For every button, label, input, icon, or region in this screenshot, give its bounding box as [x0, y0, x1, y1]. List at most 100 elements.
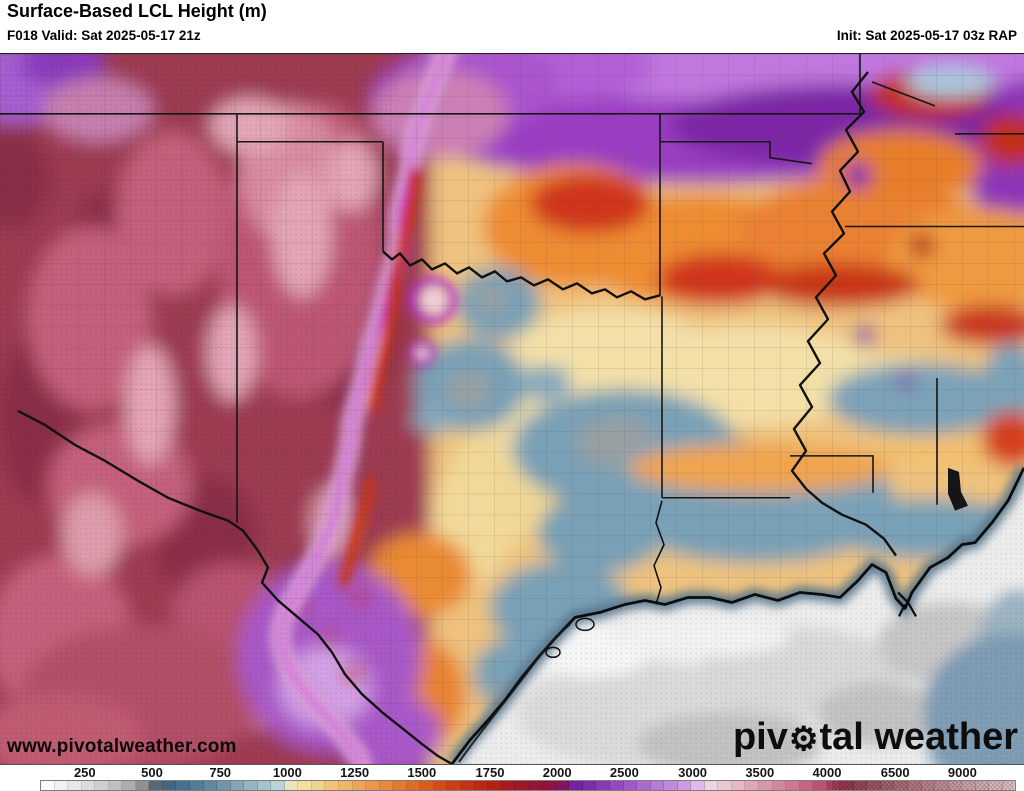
mobile-bay [948, 467, 968, 511]
colorbar-tick-label: 1750 [475, 765, 505, 780]
colorbar-cell [108, 781, 123, 790]
colorbar-cell [677, 781, 692, 790]
colorbar-cell [95, 781, 109, 790]
colorbar-cell [582, 781, 597, 790]
colorbar-cell [1002, 781, 1016, 790]
colorbar-cell [230, 781, 245, 790]
colorbar-cell [921, 781, 936, 790]
colorbar-cell [745, 781, 759, 790]
colorbar-cell [935, 781, 949, 790]
mississippi-river [790, 71, 897, 557]
colorbar-cell [41, 781, 55, 790]
colorbar-tick-label: 2000 [542, 765, 572, 780]
colorbar-tick-label: 1000 [272, 765, 302, 780]
barrier-islands [458, 623, 571, 763]
colorbar-cell [393, 781, 407, 790]
state-borders [0, 54, 1024, 523]
colorbar-cell [826, 781, 841, 790]
colorbar-cell [135, 781, 150, 790]
colorbar-tick-label: 6500 [880, 765, 910, 780]
colorbar-cell [68, 781, 82, 790]
colorbar-cell [433, 781, 448, 790]
colorbar-tick-label: 500 [141, 765, 163, 780]
colorbar-cell [894, 781, 908, 790]
logo-text-right: tal weather [819, 716, 1018, 758]
colorbar-cell [609, 781, 624, 790]
colorbar-tick-label: 2500 [609, 765, 639, 780]
gear-icon: ⚙ [788, 719, 819, 757]
colorbar-cell [758, 781, 773, 790]
rivers [17, 71, 897, 764]
colorbar-cell [596, 781, 610, 790]
colorbar-cell [528, 781, 543, 790]
sabine-river [653, 500, 665, 605]
colorbar-cell [190, 781, 204, 790]
colorbar-cell [637, 781, 651, 790]
coastline [450, 467, 1024, 764]
colorbar-cell [731, 781, 746, 790]
colorbar [40, 780, 1016, 791]
colorbar-tick-label: 1250 [340, 765, 370, 780]
colorbar-cell [975, 781, 990, 790]
mississippi-delta [897, 591, 917, 617]
colorbar-cell [840, 781, 854, 790]
colorbar-cell [515, 781, 529, 790]
pivotal-weather-logo: piv ⚙ tal weather [733, 718, 1018, 756]
colorbar-cell [298, 781, 312, 790]
colorbar-cell [555, 781, 570, 790]
colorbar-tick-label: 4000 [812, 765, 842, 780]
colorbar-cell [880, 781, 895, 790]
colorbar-cell [704, 781, 719, 790]
rio-grande [17, 409, 453, 764]
colorbar-cell [650, 781, 665, 790]
colorbar-cell [379, 781, 394, 790]
page-title: Surface-Based LCL Height (m) [7, 1, 267, 21]
colorbar-cell [54, 781, 69, 790]
colorbar-cell [325, 781, 340, 790]
colorbar-cell [989, 781, 1003, 790]
colorbar-tick-label: 250 [73, 765, 96, 780]
colorbar-cell [311, 781, 326, 790]
header-bar: Surface-Based LCL Height (m) F018 Valid:… [0, 0, 1024, 53]
colorbar-cell [799, 781, 814, 790]
colorbar-cell [162, 781, 177, 790]
colorbar-cell [284, 781, 299, 790]
colorbar-cell [488, 781, 502, 790]
colorbar-cell [718, 781, 732, 790]
colorbar-cell [853, 781, 868, 790]
colorbar-cell [908, 781, 922, 790]
watermark-url: www.pivotalweather.com [7, 736, 237, 757]
colorbar-tick-label: 3000 [678, 765, 708, 780]
colorbar-cell [406, 781, 421, 790]
colorbar-cell [542, 781, 556, 790]
init-time-label: Init: Sat 2025-05-17 03z RAP [836, 28, 1017, 43]
colorbar-cell [176, 781, 191, 790]
colorbar-cell [420, 781, 434, 790]
colorbar-cell [664, 781, 678, 790]
colorbar-tick-label: 9000 [947, 765, 977, 780]
colorbar-cell [691, 781, 705, 790]
colorbar-cell [244, 781, 258, 790]
red-river [382, 250, 661, 301]
colorbar-cell [501, 781, 516, 790]
colorbar-cell [81, 781, 96, 790]
colorbar-cell [203, 781, 218, 790]
colorbar-tick-label: 3500 [745, 765, 775, 780]
colorbar-cell [623, 781, 638, 790]
colorbar-cell [217, 781, 231, 790]
colorbar-cell [772, 781, 787, 790]
colorbar-cell [122, 781, 136, 790]
colorbar-cell [271, 781, 285, 790]
valid-time-label: F018 Valid: Sat 2025-05-17 21z [7, 28, 201, 43]
colorbar-cell [569, 781, 583, 790]
weather-map-canvas: www.pivotalweather.com piv ⚙ tal weather [0, 53, 1024, 765]
colorbar-tick-label: 1500 [407, 765, 437, 780]
colorbar-cell [867, 781, 881, 790]
colorbar-cell [366, 781, 380, 790]
colorbar-cell [948, 781, 963, 790]
matagorda-bay [545, 646, 561, 659]
galveston-bay [575, 617, 595, 632]
logo-text-left: piv [732, 716, 788, 758]
colorbar-cell [257, 781, 272, 790]
